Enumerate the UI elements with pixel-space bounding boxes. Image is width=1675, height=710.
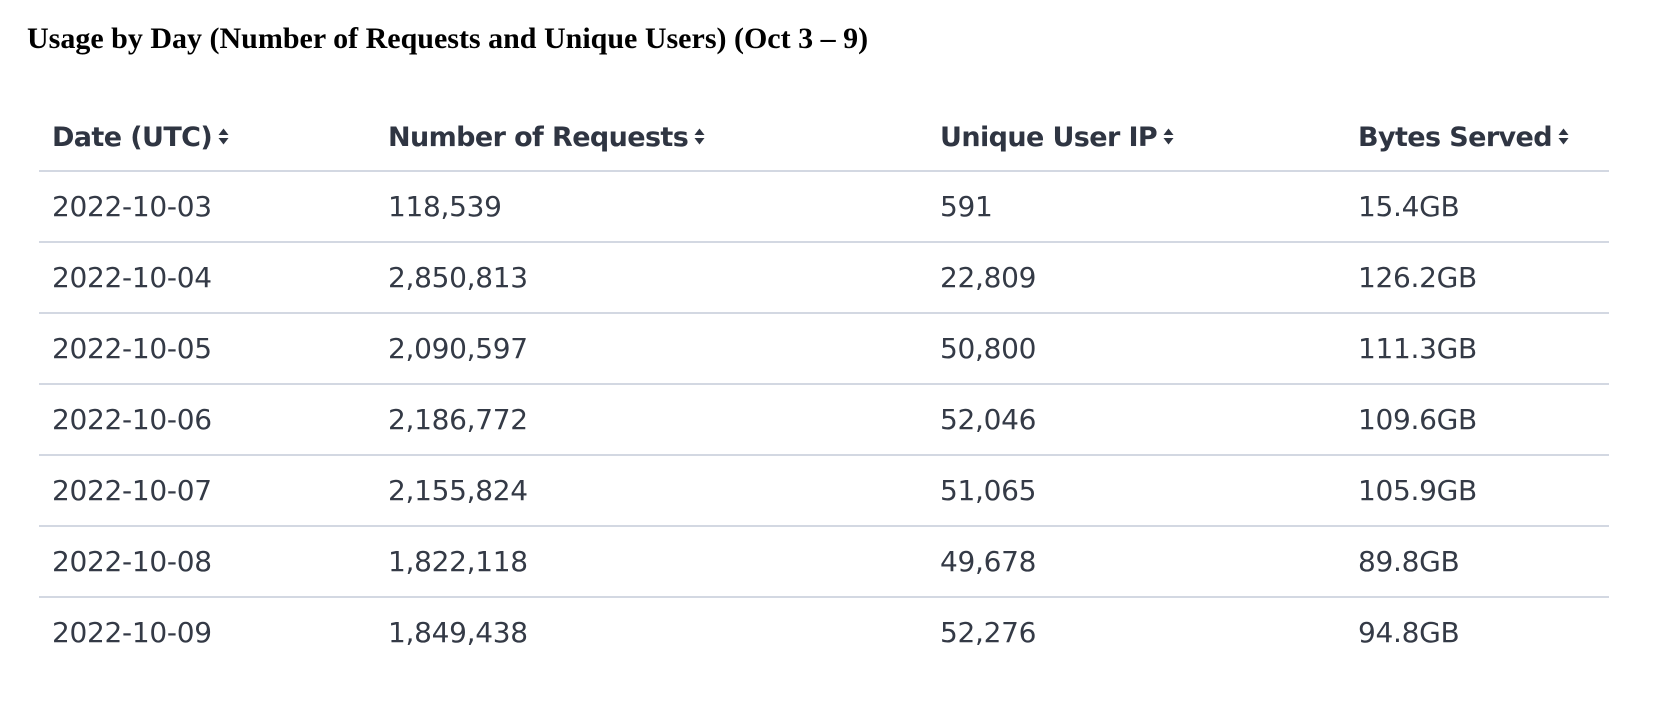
sort-up-down-icon[interactable]	[694, 128, 705, 145]
table-row: 2022-10-08 1,822,118 49,678 89.8GB	[39, 526, 1609, 598]
cell-requests: 2,090,597	[375, 313, 927, 385]
table-header: Date (UTC) Number of Requests Unique Use…	[39, 104, 1609, 172]
cell-unique-ip: 591	[927, 171, 1345, 243]
cell-date: 2022-10-04	[39, 242, 375, 314]
cell-date: 2022-10-08	[39, 526, 375, 598]
column-header-date[interactable]: Date (UTC)	[39, 104, 375, 172]
cell-bytes: 109.6GB	[1345, 384, 1609, 456]
cell-date: 2022-10-05	[39, 313, 375, 385]
usage-by-day-table: Date (UTC) Number of Requests Unique Use…	[39, 104, 1609, 667]
cell-unique-ip: 52,046	[927, 384, 1345, 456]
table-body: 2022-10-03 118,539 591 15.4GB 2022-10-04…	[39, 171, 1609, 667]
cell-unique-ip: 22,809	[927, 242, 1345, 314]
cell-bytes: 126.2GB	[1345, 242, 1609, 314]
column-header-requests[interactable]: Number of Requests	[375, 104, 927, 172]
cell-requests: 2,155,824	[375, 455, 927, 527]
column-header-bytes[interactable]: Bytes Served	[1345, 104, 1609, 172]
column-header-unique-ip[interactable]: Unique User IP	[927, 104, 1345, 172]
cell-unique-ip: 52,276	[940, 616, 1037, 649]
column-header-label: Unique User IP	[940, 121, 1158, 153]
column-header-label: Date (UTC)	[52, 121, 213, 153]
column-header-label: Number of Requests	[388, 121, 689, 153]
table-row: 2022-10-04 2,850,813 22,809 126.2GB	[39, 242, 1609, 314]
sort-up-down-icon[interactable]	[1558, 128, 1569, 145]
table-row: 2022-10-06 2,186,772 52,046 109.6GB	[39, 384, 1609, 456]
cell-date: 2022-10-06	[39, 384, 375, 456]
cell-unique-ip: 50,800	[927, 313, 1345, 385]
cell-requests: 2,850,813	[375, 242, 927, 314]
header-row: Date (UTC) Number of Requests Unique Use…	[39, 104, 1609, 172]
table-row: 2022-10-05 2,090,597 50,800 111.3GB	[39, 313, 1609, 385]
cell-date: 2022-10-03	[39, 171, 375, 243]
table-row: 2022-10-03 118,539 591 15.4GB	[39, 171, 1609, 243]
table-row: 2022-10-09 1,849,438 52,276 94.8GB	[39, 597, 1609, 667]
sort-up-down-icon[interactable]	[218, 128, 229, 145]
cell-bytes: 89.8GB	[1345, 526, 1609, 598]
cell-bytes: 15.4GB	[1345, 171, 1609, 243]
cell-bytes: 94.8GB	[1358, 616, 1460, 649]
cell-requests: 2,186,772	[375, 384, 927, 456]
cell-unique-ip: 51,065	[927, 455, 1345, 527]
cell-date: 2022-10-07	[39, 455, 375, 527]
table-row: 2022-10-07 2,155,824 51,065 105.9GB	[39, 455, 1609, 527]
cell-bytes: 111.3GB	[1345, 313, 1609, 385]
cell-unique-ip: 49,678	[927, 526, 1345, 598]
cell-bytes: 105.9GB	[1345, 455, 1609, 527]
page-title: Usage by Day (Number of Requests and Uni…	[27, 22, 869, 55]
cell-requests: 118,539	[375, 171, 927, 243]
column-header-label: Bytes Served	[1358, 121, 1553, 153]
cell-requests: 1,822,118	[375, 526, 927, 598]
cell-requests: 1,849,438	[388, 616, 528, 649]
cell-date: 2022-10-09	[52, 616, 212, 649]
sort-up-down-icon[interactable]	[1163, 128, 1174, 145]
